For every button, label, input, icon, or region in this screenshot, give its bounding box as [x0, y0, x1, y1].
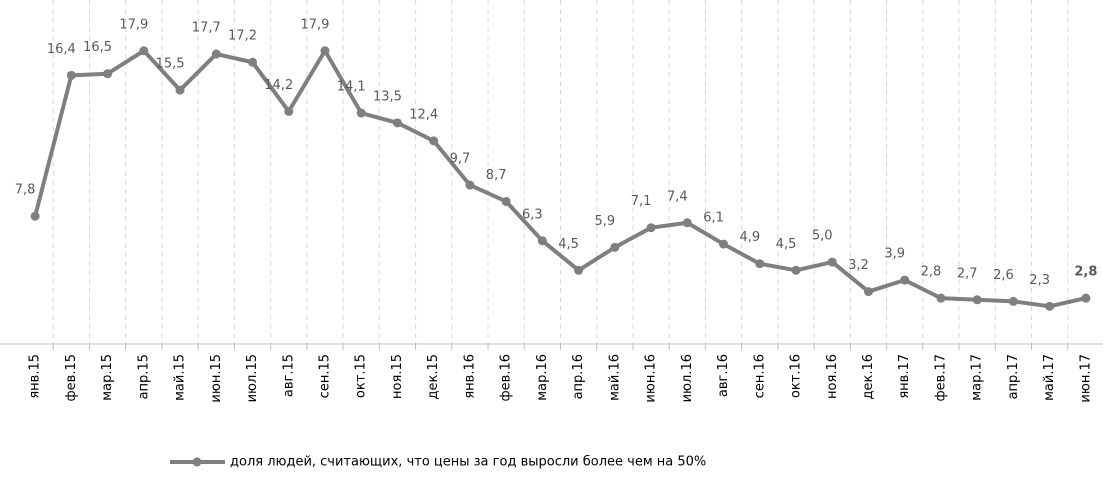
data-point [755, 259, 765, 269]
data-point [429, 136, 439, 146]
data-point [827, 257, 837, 267]
data-label: 7,4 [667, 189, 688, 204]
data-label: 17,7 [192, 21, 221, 36]
data-point [103, 69, 113, 79]
data-point [900, 275, 910, 285]
x-tick-label: мар.17 [970, 354, 985, 401]
data-point [936, 293, 946, 303]
data-label: 6,1 [703, 211, 724, 226]
data-label: 2,8 [1074, 265, 1097, 280]
data-label: 12,4 [409, 107, 438, 122]
x-tick-label: мар.16 [535, 354, 550, 401]
data-label: 6,3 [522, 207, 543, 222]
x-tick-label: сен.15 [317, 354, 332, 398]
x-tick-label: июн.15 [209, 354, 224, 403]
data-point [863, 287, 873, 297]
x-tick-label: апр.15 [136, 354, 151, 399]
data-point [1045, 301, 1055, 311]
data-point [682, 218, 692, 228]
data-label: 15,5 [156, 57, 185, 72]
data-label: 14,2 [264, 78, 293, 93]
x-tick-label: апр.16 [571, 354, 586, 399]
x-tick-label: фев.17 [933, 354, 948, 401]
data-label: 2,8 [921, 265, 942, 280]
series-line [33, 48, 1087, 309]
data-point [719, 239, 729, 249]
data-point [972, 295, 982, 305]
data-label: 4,9 [739, 230, 760, 245]
data-label: 14,1 [337, 80, 366, 95]
x-tick-label: май.15 [173, 354, 188, 401]
data-point [211, 49, 221, 59]
data-point [175, 85, 185, 95]
x-tick-label: май.17 [1042, 354, 1057, 401]
data-point [284, 106, 294, 116]
x-tick-label: авг.15 [281, 354, 296, 397]
x-tick-label: янв.16 [462, 354, 477, 399]
data-label: 7,1 [631, 194, 652, 209]
x-tick-label: ноя.16 [825, 354, 840, 399]
data-label: 17,9 [301, 17, 330, 32]
data-point [1081, 293, 1091, 303]
x-tick-label: янв.17 [897, 354, 912, 399]
data-point [66, 70, 76, 80]
x-tick-label: фев.15 [64, 354, 79, 401]
data-point [392, 118, 402, 128]
data-label: 16,5 [83, 40, 112, 55]
data-point [501, 196, 511, 206]
x-tick-label: янв.15 [28, 354, 43, 399]
data-label: 4,5 [558, 237, 579, 252]
data-point [248, 57, 258, 67]
data-label: 16,4 [47, 42, 76, 57]
data-label: 7,8 [15, 183, 36, 198]
x-tick-label: июн.16 [644, 354, 659, 403]
data-point [465, 180, 475, 190]
x-tick-label: июн.17 [1078, 354, 1093, 403]
data-point [610, 242, 620, 252]
x-tick-label: июл.16 [680, 354, 695, 402]
x-tick-label: окт.15 [354, 354, 369, 398]
data-point [30, 211, 40, 221]
x-tick-label: окт.16 [789, 354, 804, 398]
data-label: 5,9 [595, 214, 616, 229]
x-tick-label: фев.16 [499, 354, 514, 401]
data-label: 4,5 [776, 237, 797, 252]
data-point [646, 223, 656, 233]
data-point [537, 236, 547, 246]
data-point [139, 46, 149, 56]
data-label: 5,0 [812, 229, 833, 244]
legend-marker [192, 457, 202, 467]
data-point [320, 46, 330, 56]
data-label: 2,7 [957, 266, 978, 281]
data-point [356, 108, 366, 118]
x-tick-label: дек.15 [426, 354, 441, 400]
x-tick-label: дек.16 [861, 354, 876, 400]
data-label: 3,9 [884, 247, 905, 262]
x-tick-label: авг.16 [716, 354, 731, 397]
data-label: 17,9 [119, 17, 148, 32]
x-tick-label: апр.17 [1006, 354, 1021, 399]
x-tick-label: май.16 [607, 354, 622, 401]
data-label: 2,6 [993, 268, 1014, 283]
data-label: 8,7 [486, 168, 507, 183]
x-tick-label: июл.15 [245, 354, 260, 402]
data-point [574, 265, 584, 275]
data-point [791, 265, 801, 275]
x-tick-label: ноя.15 [390, 354, 405, 399]
data-label: 2,3 [1029, 273, 1050, 288]
data-label: 9,7 [450, 152, 471, 167]
data-label: 17,2 [228, 29, 257, 44]
x-tick-label: сен.16 [752, 354, 767, 398]
x-tick-label: мар.15 [100, 354, 115, 401]
data-label: 13,5 [373, 89, 402, 104]
data-point [1008, 296, 1018, 306]
data-label: 3,2 [848, 258, 869, 273]
legend-label: доля людей, считающих, что цены за год в… [230, 455, 706, 470]
